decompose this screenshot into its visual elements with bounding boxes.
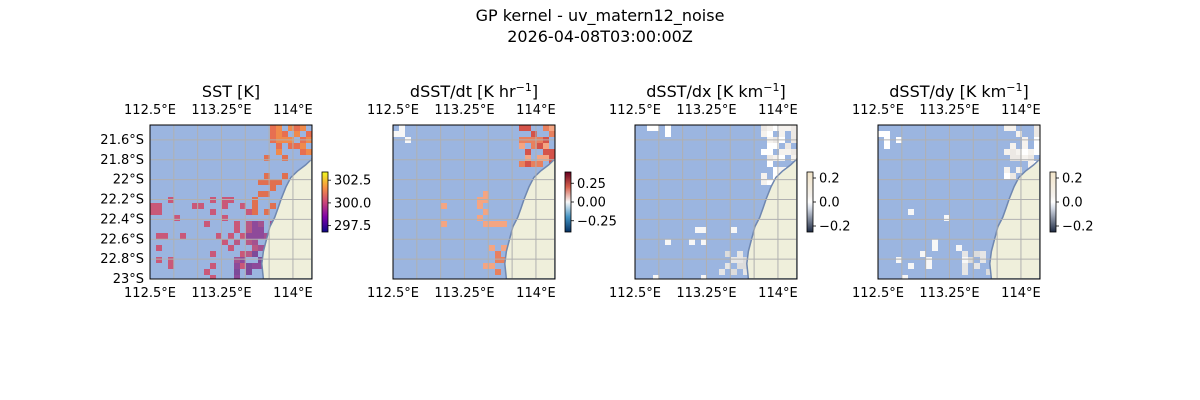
colorbar-tick-label: −0.25 — [577, 214, 617, 229]
x-tick-label-bottom: 112.5°E — [609, 286, 661, 301]
panel-dsst_dt: dSST/dt [K hr−1]112.5°E112.5°E113.25°E11… — [367, 81, 617, 302]
colorbar-tick-label: −0.2 — [1062, 220, 1094, 235]
x-tick-label-bottom: 113.25°E — [191, 286, 251, 301]
colorbar — [1049, 171, 1057, 233]
figure-title: GP kernel - uv_matern12_noise — [475, 6, 725, 25]
x-tick-label-bottom: 112.5°E — [367, 286, 419, 301]
panel-sst: SST [K] 112.5°E 112.5°E 113.25°E 113.25°E 114… — [100, 82, 371, 301]
x-tick-label-bottom: 113.25°E — [919, 286, 979, 301]
y-tick-label: 23°S — [113, 272, 144, 287]
x-tick-label-bottom: 114°E — [516, 286, 556, 301]
x-tick-label-top: 112.5°E — [852, 103, 904, 118]
x-tick-label-top: 114°E — [273, 103, 313, 118]
x-tick-label-top: 113.25°E — [434, 103, 494, 118]
axes-frame — [149, 124, 313, 280]
x-tick-label-top: 113.25°E — [676, 103, 736, 118]
figure-subtitle: 2026-04-08T03:00:00Z — [507, 27, 693, 46]
colorbar-tick-label: 0.0 — [1062, 196, 1083, 211]
panel-title: dSST/dt [K hr−1] — [410, 81, 538, 102]
gridlines — [150, 125, 312, 279]
panel-title: dSST/dx [K km−1] — [646, 81, 785, 102]
x-tick-label-top: 114°E — [758, 103, 798, 118]
axes-frame — [392, 124, 556, 280]
gridlines — [635, 125, 797, 279]
x-tick-label-top: 114°E — [516, 103, 556, 118]
colorbar — [806, 171, 814, 233]
x-tick-label-top: 113.25°E — [191, 103, 251, 118]
colorbar-tick-label: 0.00 — [577, 196, 606, 211]
colorbar — [564, 171, 572, 233]
y-tick-label: 21.6°S — [100, 133, 144, 148]
colorbar-tick-label: 297.5 — [334, 219, 371, 234]
panel-title: SST [K] — [202, 82, 260, 101]
colorbar — [321, 171, 329, 233]
colorbar-tick-label: 0.2 — [1062, 172, 1083, 187]
x-tick-label-bottom: 114°E — [1001, 286, 1041, 301]
colorbar-tick-label: 302.5 — [334, 174, 371, 189]
colorbar-tick-label: 0.0 — [819, 196, 840, 211]
y-tick-label: 22.4°S — [100, 212, 144, 227]
colorbar-tick-label: 300.0 — [334, 196, 371, 211]
x-tick-label-bottom: 114°E — [273, 286, 313, 301]
axes-frame — [877, 124, 1041, 280]
x-tick-label-bottom: 113.25°E — [434, 286, 494, 301]
y-tick-label: 22.2°S — [100, 193, 144, 208]
colorbar-tick-label: 0.25 — [577, 177, 606, 192]
panel-dsst_dx: dSST/dx [K km−1]112.5°E112.5°E113.25°E11… — [609, 81, 851, 302]
gridlines — [878, 125, 1040, 279]
colorbar-tick-label: 0.2 — [819, 172, 840, 187]
panel-title: dSST/dy [K km−1] — [889, 81, 1028, 102]
x-tick-label-bottom: 112.5°E — [852, 286, 904, 301]
panel-dsst_dy: dSST/dy [K km−1]112.5°E112.5°E113.25°E11… — [852, 81, 1094, 302]
x-tick-label-top: 112.5°E — [124, 103, 176, 118]
x-tick-label-bottom: 113.25°E — [676, 286, 736, 301]
y-tick-label: 22°S — [113, 173, 144, 188]
y-tick-label: 21.8°S — [100, 153, 144, 168]
x-tick-label-top: 114°E — [1001, 103, 1041, 118]
axes-frame — [634, 124, 798, 280]
gridlines — [393, 125, 555, 279]
colorbar-tick-label: −0.2 — [819, 220, 851, 235]
y-tick-label: 22.6°S — [100, 232, 144, 247]
x-tick-label-bottom: 112.5°E — [124, 286, 176, 301]
x-tick-label-top: 112.5°E — [367, 103, 419, 118]
x-tick-label-top: 112.5°E — [609, 103, 661, 118]
y-tick-label: 22.8°S — [100, 252, 144, 267]
x-tick-label-top: 113.25°E — [919, 103, 979, 118]
x-tick-label-bottom: 114°E — [758, 286, 798, 301]
